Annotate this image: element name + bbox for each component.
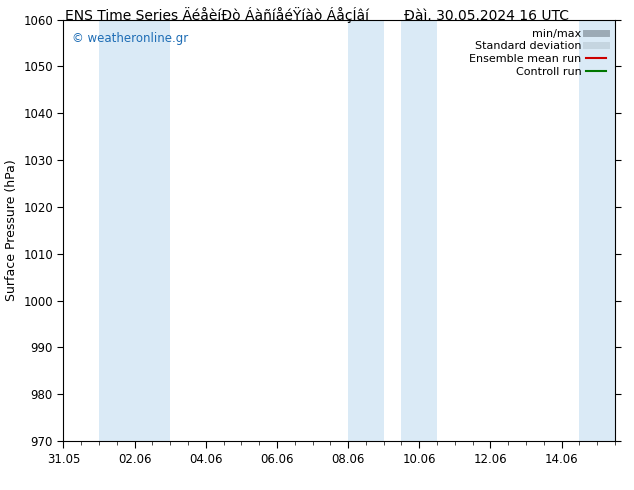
Text: ENS Time Series ÄéåèíÐò ÁàñíåéŸíàò ÁåçÍâí        Đàì. 30.05.2024 16 UTC: ENS Time Series ÄéåèíÐò ÁàñíåéŸíàò ÁåçÍâ… [65,7,569,24]
Bar [348,20,384,441]
Bar [401,20,437,441]
Legend: min/max, Standard deviation, Ensemble mean run, Controll run: min/max, Standard deviation, Ensemble me… [466,25,609,80]
Text: © weatheronline.gr: © weatheronline.gr [72,32,188,45]
Bar [579,20,615,441]
Y-axis label: Surface Pressure (hPa): Surface Pressure (hPa) [4,159,18,301]
Bar [99,20,170,441]
